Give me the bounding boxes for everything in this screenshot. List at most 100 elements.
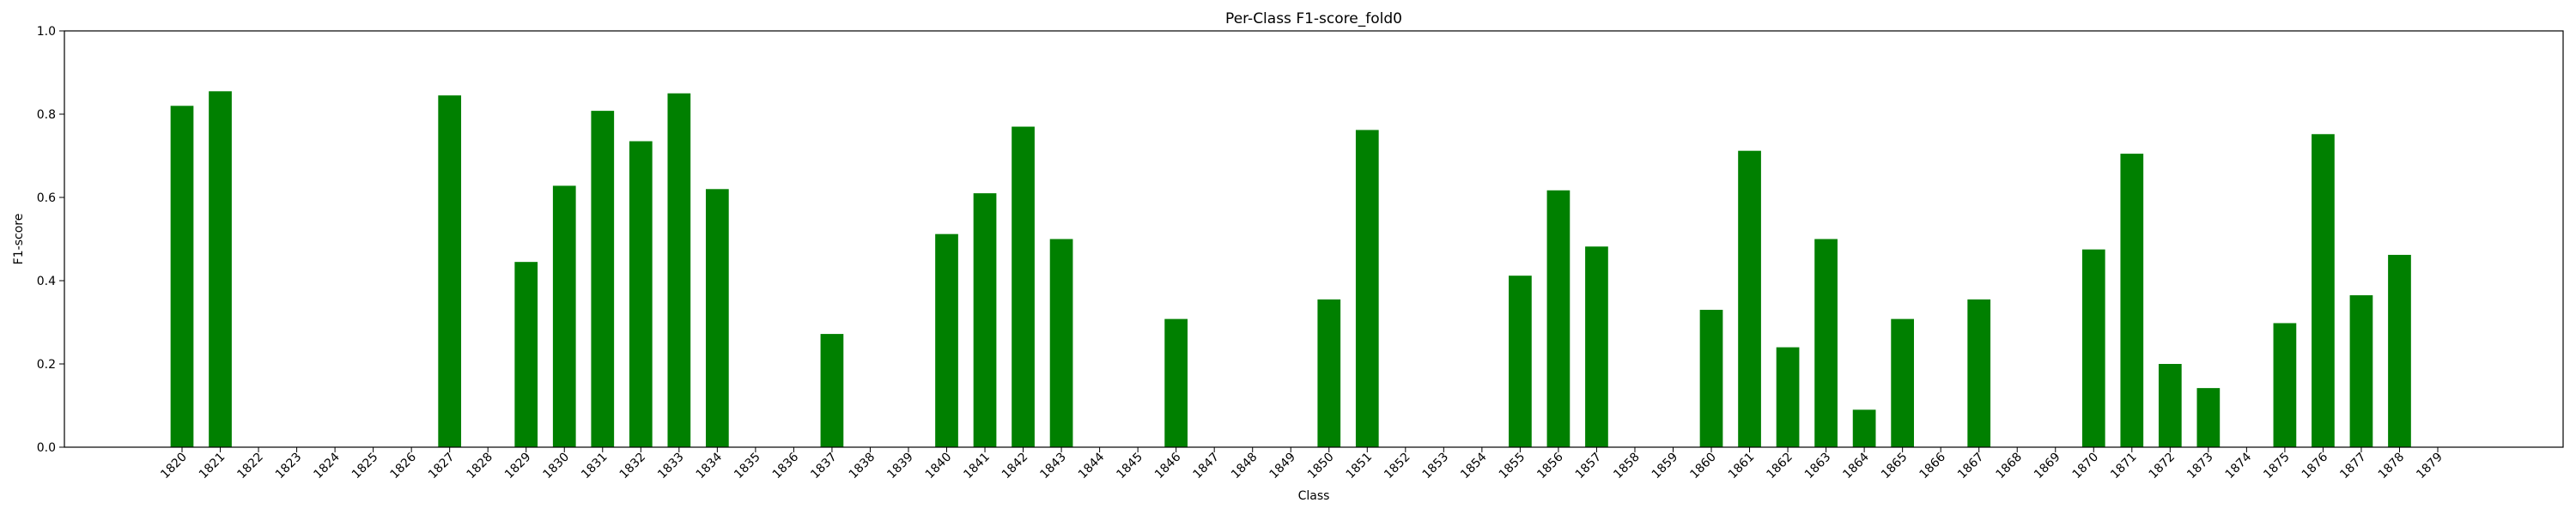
- x-tick-label: 1846: [1152, 450, 1184, 482]
- x-tick-label: 1848: [1229, 451, 1261, 482]
- x-tick-label: 1862: [1764, 451, 1795, 482]
- x-tick-label: 1858: [1611, 451, 1643, 482]
- x-tick-label: 1864: [1840, 450, 1872, 482]
- bar-1820: [170, 106, 194, 448]
- y-tick-label: 0.0: [37, 441, 56, 455]
- x-tick-label: 1843: [1037, 451, 1069, 482]
- y-tick-label: 0.6: [37, 191, 56, 205]
- x-tick-label: 1861: [1726, 451, 1758, 482]
- bar-1830: [552, 185, 576, 448]
- x-axis-ticks: 1820 1821 1822 1823 1824 1825 1826 1827 1828 1829…: [158, 447, 2445, 482]
- bar-1856: [1546, 190, 1571, 447]
- x-tick-label: 1823: [273, 451, 305, 482]
- y-axis-ticks: 0.0 0.2 0.4 0.6 0.8 1.0: [37, 25, 64, 455]
- bar-1865: [1891, 318, 1915, 447]
- bar-1863: [1814, 239, 1838, 447]
- bar-1875: [2273, 323, 2297, 447]
- bar-1876: [2312, 134, 2335, 447]
- x-tick-label: 1865: [1879, 451, 1911, 482]
- bars-group: [170, 91, 2411, 448]
- bar-1837: [820, 334, 844, 447]
- x-tick-label: 1878: [2376, 451, 2408, 482]
- x-axis-label: Class: [1298, 489, 1330, 503]
- bar-1870: [2081, 249, 2105, 447]
- bar-1829: [514, 262, 538, 447]
- bar-1855: [1509, 276, 1532, 447]
- x-tick-label: 1828: [465, 451, 496, 482]
- x-tick-label: 1838: [847, 451, 878, 482]
- x-tick-label: 1842: [999, 451, 1031, 482]
- x-tick-label: 1850: [1305, 451, 1337, 482]
- y-tick-label: 0.8: [37, 108, 56, 122]
- bar-1860: [1699, 309, 1723, 447]
- y-tick-label: 0.4: [37, 275, 56, 288]
- x-tick-label: 1854: [1458, 450, 1490, 482]
- x-tick-label: 1853: [1420, 451, 1452, 482]
- x-tick-label: 1826: [387, 450, 419, 482]
- x-tick-label: 1877: [2337, 451, 2369, 482]
- x-tick-label: 1871: [2108, 451, 2140, 482]
- chart-title: Per-Class F1-score_fold0: [1225, 10, 1402, 27]
- bar-1821: [209, 91, 232, 447]
- bar-1867: [1967, 299, 1991, 447]
- y-axis-label: F1-score: [12, 214, 26, 265]
- x-tick-label: 1840: [923, 451, 955, 482]
- x-tick-label: 1874: [2223, 450, 2255, 482]
- x-tick-label: 1873: [2184, 451, 2216, 482]
- x-tick-label: 1837: [808, 451, 840, 482]
- bar-1833: [667, 93, 691, 447]
- bar-1862: [1776, 347, 1800, 447]
- bar-1878: [2388, 254, 2411, 447]
- bar-1872: [2158, 364, 2182, 447]
- x-tick-label: 1847: [1190, 451, 1222, 482]
- x-tick-label: 1875: [2261, 451, 2293, 482]
- y-tick-label: 1.0: [37, 25, 56, 39]
- x-tick-label: 1841: [961, 451, 993, 482]
- bar-1864: [1852, 409, 1876, 447]
- x-tick-label: 1844: [1076, 450, 1108, 482]
- bar-1827: [438, 95, 462, 448]
- axes-frame: [64, 30, 2564, 448]
- x-tick-label: 1836: [770, 450, 802, 482]
- x-tick-label: 1870: [2070, 451, 2102, 482]
- x-tick-label: 1860: [1687, 451, 1719, 482]
- bar-1851: [1355, 130, 1379, 447]
- x-tick-label: 1876: [2300, 450, 2331, 482]
- x-tick-label: 1869: [2032, 451, 2063, 482]
- x-tick-label: 1866: [1917, 450, 1948, 482]
- x-tick-label: 1831: [579, 451, 611, 482]
- bar-1842: [1012, 126, 1035, 448]
- x-tick-label: 1867: [1955, 451, 1987, 482]
- x-tick-label: 1856: [1534, 450, 1566, 482]
- x-tick-label: 1835: [732, 451, 763, 482]
- x-tick-label: 1824: [311, 450, 343, 482]
- bar-1832: [629, 141, 653, 447]
- bar-1843: [1049, 239, 1073, 447]
- bar-1877: [2349, 294, 2373, 447]
- x-tick-label: 1830: [541, 451, 573, 482]
- bar-1846: [1164, 318, 1188, 447]
- x-tick-label: 1863: [1802, 451, 1834, 482]
- x-tick-label: 1839: [884, 451, 916, 482]
- bar-1850: [1317, 299, 1341, 447]
- x-tick-label: 1872: [2147, 451, 2178, 482]
- x-tick-label: 1879: [2414, 451, 2445, 482]
- x-tick-label: 1833: [655, 451, 687, 482]
- x-tick-label: 1834: [694, 450, 726, 482]
- x-tick-label: 1852: [1382, 451, 1413, 482]
- x-tick-label: 1855: [1497, 451, 1528, 482]
- x-tick-label: 1857: [1573, 451, 1605, 482]
- bar-1831: [591, 111, 615, 447]
- x-tick-label: 1822: [234, 451, 266, 482]
- bar-1873: [2196, 388, 2221, 447]
- bar-1871: [2120, 154, 2144, 447]
- x-tick-label: 1849: [1267, 451, 1299, 482]
- x-tick-label: 1825: [349, 451, 381, 482]
- bar-1861: [1738, 150, 1761, 447]
- x-tick-label: 1859: [1649, 451, 1681, 482]
- x-tick-label: 1829: [502, 451, 534, 482]
- bar-1834: [705, 189, 729, 448]
- x-tick-label: 1821: [197, 451, 228, 482]
- x-tick-label: 1845: [1114, 451, 1145, 482]
